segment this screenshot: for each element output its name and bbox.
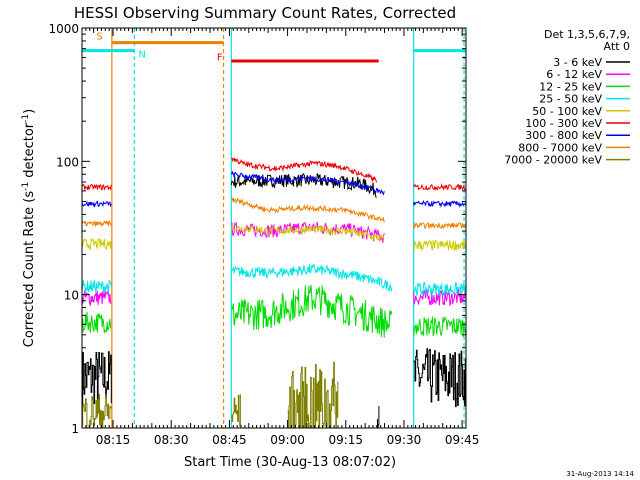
x-tick-label: 09:00 [270, 433, 305, 447]
x-tick-label: 09:45 [445, 433, 480, 447]
flag-label-3: F [217, 53, 223, 64]
x-tick-label: 08:45 [212, 433, 247, 447]
legend-header-line-2: Att 0 [604, 40, 630, 53]
legend-label: 12 - 25 keV [539, 80, 602, 93]
legend-label: 100 - 300 keV [525, 117, 602, 130]
legend-label: 3 - 6 keV [553, 56, 602, 69]
series-1-segment-1 [82, 351, 112, 408]
series-9 [82, 361, 339, 428]
series-4 [82, 263, 466, 296]
series-2 [82, 221, 466, 307]
series-8-segment-3 [413, 221, 466, 230]
series-5-segment-1 [82, 238, 112, 251]
series-7-segment-2 [230, 170, 385, 196]
y-tick-label: 10 [64, 289, 79, 303]
series-6-segment-3 [413, 182, 466, 192]
series-6-segment-2 [230, 157, 378, 183]
series-4-segment-3 [413, 281, 466, 296]
legend-label: 7000 - 20000 keV [504, 154, 602, 167]
series-7-segment-1 [82, 200, 112, 209]
plot-area: S N F [82, 28, 466, 428]
legend-label: 6 - 12 keV [546, 68, 602, 81]
timestamp: 31-Aug-2013 14:14 [566, 470, 634, 478]
series-2-segment-3 [413, 288, 466, 306]
x-tick-label: 08:15 [96, 433, 131, 447]
series-4-segment-1 [82, 279, 112, 294]
series-3 [82, 284, 466, 338]
x-axis: 08:15 08:30 08:45 09:00 09:15 09:30 09:45 [85, 28, 480, 447]
series-6-segment-1 [82, 183, 112, 191]
y-tick-label: 1 [71, 422, 79, 436]
y-tick-label: 100 [56, 155, 79, 169]
series-5-segment-3 [413, 239, 466, 252]
series-4-segment-2 [230, 263, 393, 292]
series-1-segment-3 [376, 406, 380, 428]
x-tick-label: 09:15 [328, 433, 363, 447]
y-tick-label: 1000 [48, 22, 79, 36]
series-9-segment-3 [287, 361, 339, 428]
series-3-segment-3 [413, 316, 466, 337]
series-8 [82, 196, 466, 230]
series-3-segment-1 [82, 311, 112, 334]
series-1 [82, 173, 466, 428]
chart-title: HESSI Observing Summary Count Rates, Cor… [74, 4, 456, 22]
series-8-segment-2 [230, 196, 385, 223]
series-8-segment-1 [82, 219, 112, 227]
legend-label: 25 - 50 keV [539, 93, 602, 106]
x-tick-label: 08:30 [154, 433, 189, 447]
series-7-segment-3 [413, 199, 466, 209]
legend-header-line-1: Det 1,3,5,6,7,9, [544, 28, 630, 41]
series-1-segment-4 [413, 348, 466, 408]
flag-label-2: N [138, 50, 145, 61]
series-9-segment-1 [82, 393, 112, 428]
legend-label: 300 - 800 keV [525, 129, 602, 142]
plot-frame [81, 27, 467, 429]
series-2-segment-1 [82, 290, 112, 307]
series-7 [82, 170, 466, 209]
legend-label: 50 - 100 keV [532, 105, 602, 118]
series-5 [82, 224, 466, 252]
legend-label: 800 - 7000 keV [518, 141, 602, 154]
x-tick-label: 09:30 [387, 433, 422, 447]
series-9-segment-2 [231, 394, 241, 427]
series-6 [82, 157, 466, 192]
y-axis: 1 10 100 1000 [48, 22, 466, 436]
x-axis-label: Start Time (30-Aug-13 08:07:02) [184, 455, 396, 470]
series-5-segment-2 [231, 224, 385, 243]
series-3-segment-2 [230, 284, 393, 338]
flag-label-1: S [96, 31, 102, 42]
y-axis-label: Corrected Count Rate (s-1 detector-1) [21, 109, 37, 347]
series-1-segment-2 [230, 173, 377, 198]
